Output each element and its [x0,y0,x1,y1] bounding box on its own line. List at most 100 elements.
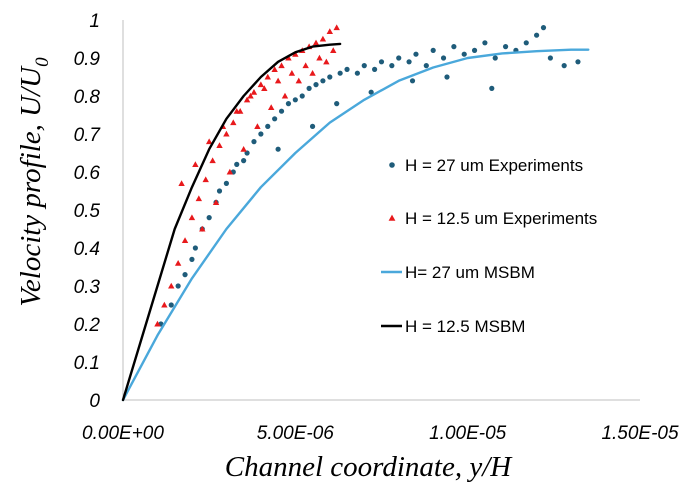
data-point-circle [461,51,467,57]
data-point-circle [275,146,281,152]
data-point-triangle [247,92,254,99]
x-tick-label: 1.00E-05 [429,423,507,444]
data-point-circle [337,70,343,76]
data-point-triangle [250,89,258,95]
x-axis-title: Channel coordinate, y/H [225,451,514,483]
data-point-circle [265,123,271,129]
y-tick-label: 0.9 [74,49,101,70]
data-point-circle [409,78,416,84]
data-point-triangle [223,130,230,137]
data-point-circle [575,59,581,65]
y-axis-ticks: 0 0.1 0.2 0.3 0.4 0.5 0.6 0.7 0.8 0.9 1 [74,11,102,412]
data-point-circle [523,40,529,46]
data-point-triangle [264,73,271,80]
data-point-circle [182,272,188,278]
legend-label: H= 27 um MSBM [405,263,535,282]
data-point-circle [406,59,412,65]
data-point-triangle [333,24,340,31]
legend: H = 27 um Experiments H = 12.5 um Experim… [381,156,597,336]
y-tick-label: 0.5 [74,201,101,222]
data-point-triangle [205,138,213,145]
data-point-triangle [312,39,320,46]
svg-text:Velocity profile, U/U0: Velocity profile, U/U0 [15,57,53,307]
legend-item: H = 27 um Experiments [389,156,583,175]
data-point-triangle [278,62,285,69]
data-point-triangle [271,66,278,72]
data-point-triangle [243,96,251,103]
data-point-circle [492,55,498,61]
data-point-triangle [233,108,240,114]
legend-label: H = 12.5 MSBM [405,317,525,336]
data-point-triangle [316,54,323,61]
data-point-triangle [261,85,268,91]
series-3-line [121,42,342,402]
data-point-triangle [188,214,196,221]
data-point-circle [471,47,478,54]
data-point-triangle [285,54,292,61]
data-point-circle [482,40,488,46]
data-point-triangle [154,320,161,327]
legend-marker-triangle [388,214,396,221]
y-tick-label: 0.4 [74,239,100,260]
data-point-circle [430,47,436,54]
data-point-triangle [174,260,182,266]
data-point-triangle [302,62,309,69]
y-tick-label: 0.7 [74,125,102,146]
data-point-circle [192,245,198,251]
data-point-circle [223,180,229,186]
data-point-triangle [178,180,185,186]
x-tick-label: 5.00E-06 [257,423,335,444]
data-point-circle [440,55,447,61]
data-point-circle [313,82,319,88]
y-tick-label: 1 [89,11,100,32]
data-point-circle [285,101,292,107]
data-point-circle [489,85,495,91]
data-point-circle [299,93,305,99]
data-point-circle [344,66,350,72]
data-point-circle [389,63,395,69]
y-axis-title-main: Velocity profile, U/U [15,65,47,307]
data-point-circle [278,108,285,114]
data-point-circle [444,74,450,80]
data-point-circle [540,25,547,31]
data-point-circle [396,55,402,61]
data-point-triangle [181,237,189,243]
data-point-circle [413,51,419,57]
data-point-triangle [330,47,337,53]
data-point-circle [327,74,333,80]
legend-label: H = 12.5 um Experiments [405,209,597,228]
data-point-triangle [268,104,275,110]
data-point-triangle [192,161,199,167]
data-point-circle [175,283,181,289]
data-point-triangle [326,28,333,34]
data-point-circle [241,158,247,164]
y-axis-title-subscript: 0 [32,57,53,67]
data-point-triangle [288,70,296,76]
data-point-circle [534,32,540,38]
data-point-circle [309,123,316,129]
data-point-circle [320,78,326,84]
data-point-circle [251,139,257,145]
data-point-circle [561,63,567,69]
data-point-circle [423,63,429,69]
y-tick-label: 0.8 [74,87,101,108]
data-point-circle [189,256,195,262]
data-point-circle [234,161,240,167]
y-tick-label: 0.1 [74,353,100,374]
y-axis-title: Velocity profile, U/U0 [15,57,53,307]
legend-label: H = 27 um Experiments [405,156,583,175]
data-point-circle [258,131,264,137]
data-point-triangle [257,81,265,88]
x-tick-label: 0.00E+00 [82,423,164,444]
data-point-circle [547,55,553,61]
data-point-circle [216,188,223,194]
data-point-triangle [199,225,206,232]
data-point-circle [372,66,378,72]
x-tick-label: 1.50E-05 [601,423,679,444]
data-point-triangle [274,77,282,84]
x-axis-ticks: 0.00E+00 5.00E-06 1.00E-05 1.50E-05 [82,423,679,444]
data-point-circle [292,97,298,103]
legend-marker-circle [389,162,395,168]
